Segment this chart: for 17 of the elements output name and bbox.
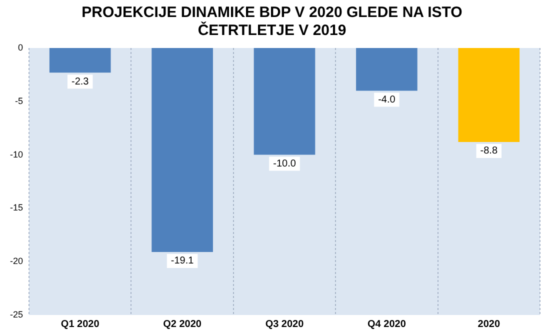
data-label: -2.3	[71, 76, 90, 88]
y-tick-label: -25	[10, 309, 24, 320]
data-label: -8.8	[480, 146, 498, 157]
data-label: -4.0	[378, 94, 396, 106]
data-label: -10.0	[273, 158, 296, 170]
data-label: -19.1	[170, 256, 194, 267]
y-tick-label: -5	[14, 96, 24, 106]
x-tick-label: 2020	[478, 318, 500, 330]
y-tick-label: -20	[10, 256, 24, 266]
chart-title: PROJEKCIJE DINAMIKE BDP V 2020 GLEDE NA ISTO ČETRTLETJE V 2019	[82, 4, 463, 40]
x-tick-label: Q1 2020	[60, 318, 100, 330]
y-tick-label: -10	[10, 149, 24, 160]
y-tick-label: -15	[10, 202, 24, 213]
x-tick-label: Q2 2020	[163, 318, 202, 330]
x-tick-label: Q3 2020	[265, 318, 304, 330]
y-tick-label: 0	[18, 42, 24, 52]
x-tick-label: Q4 2020	[368, 318, 406, 330]
